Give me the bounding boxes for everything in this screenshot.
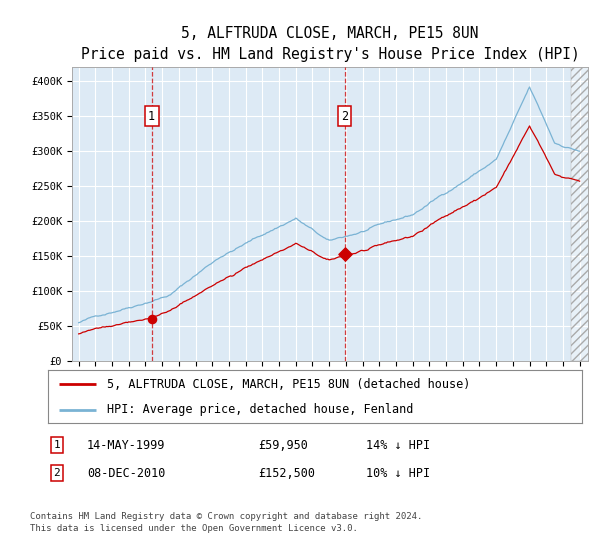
Text: HPI: Average price, detached house, Fenland: HPI: Average price, detached house, Fenl… (107, 403, 413, 416)
Text: 14-MAY-1999: 14-MAY-1999 (87, 438, 166, 452)
Point (340, 250, 349, 259)
Text: 10% ↓ HPI: 10% ↓ HPI (366, 466, 430, 480)
Text: 1: 1 (53, 440, 61, 450)
Title: 5, ALFTRUDA CLOSE, MARCH, PE15 8UN
Price paid vs. HM Land Registry's House Price: 5, ALFTRUDA CLOSE, MARCH, PE15 8UN Price… (80, 26, 580, 62)
Text: £59,950: £59,950 (258, 438, 308, 452)
Text: 08-DEC-2010: 08-DEC-2010 (87, 466, 166, 480)
Text: 2: 2 (53, 468, 61, 478)
Point (147, 315, 157, 324)
Text: 1: 1 (148, 110, 155, 123)
Text: 5, ALFTRUDA CLOSE, MARCH, PE15 8UN (detached house): 5, ALFTRUDA CLOSE, MARCH, PE15 8UN (deta… (107, 378, 470, 391)
Text: 2: 2 (341, 110, 348, 123)
Text: 14% ↓ HPI: 14% ↓ HPI (366, 438, 430, 452)
Bar (571, 67, 590, 361)
Text: £152,500: £152,500 (258, 466, 315, 480)
Text: Contains HM Land Registry data © Crown copyright and database right 2024.
This d: Contains HM Land Registry data © Crown c… (30, 512, 422, 533)
